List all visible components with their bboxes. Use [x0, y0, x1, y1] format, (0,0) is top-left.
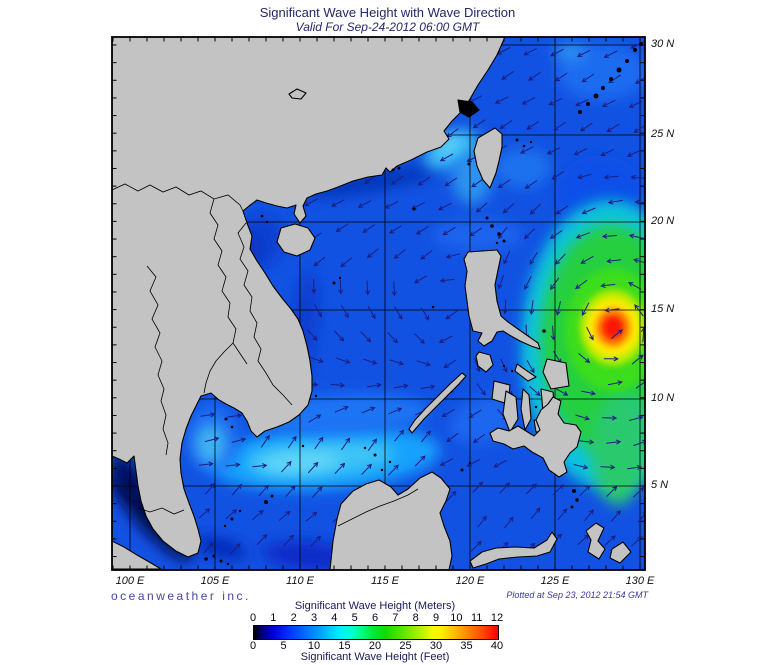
legend-meters-tick: 8: [412, 612, 419, 624]
legend-feet-tick: 40: [490, 640, 504, 652]
legend-title-feet: Significant Wave Height (Feet): [300, 651, 450, 663]
y-axis-label: 5 N: [651, 479, 669, 491]
legend-meters-tick: 4: [331, 612, 338, 624]
legend-meters-tick: 7: [392, 612, 399, 624]
land-layer: [112, 37, 643, 570]
legend-feet-tick: 0: [249, 640, 257, 652]
legend-meters-tick: 2: [290, 612, 297, 624]
chart-subtitle: Valid For Sep-24-2012 06:00 GMT: [295, 20, 480, 34]
x-axis-label: 100 E: [115, 575, 145, 587]
land-sumatra: [112, 540, 162, 570]
legend-feet-tick: 5: [280, 640, 287, 652]
y-axis-label: 10 N: [651, 392, 675, 404]
land-mindoro: [475, 351, 494, 373]
wave-direction-arrows: [114, 41, 645, 555]
x-axis-label: 105 E: [200, 575, 230, 587]
land-china-lake: [288, 88, 307, 100]
legend-meters-tick: 5: [351, 612, 358, 624]
typhoon-core: [602, 315, 624, 340]
legend-meters-tick: 3: [310, 612, 318, 624]
x-axis-label: 125 E: [540, 575, 570, 587]
legend-feet-tick: 10: [307, 640, 321, 652]
legend-meters-tick: 10: [450, 612, 463, 624]
land-hainan: [276, 223, 316, 257]
land-asia-mainland: [112, 37, 506, 558]
legend-meters-tick: 12: [490, 612, 504, 624]
map-frame: [111, 36, 646, 571]
plotted-timestamp: Plotted at Sep 23, 2012 21:54 GMT: [506, 590, 648, 600]
land-halmahera: [609, 541, 632, 564]
legend-meters-tick: 0: [249, 612, 257, 624]
land-luzon: [463, 249, 541, 350]
oceanweather-credit: oceanweather inc.: [111, 589, 251, 603]
y-axis-label: 20 N: [651, 215, 675, 227]
y-axis-label: 15 N: [651, 303, 675, 315]
legend-feet-tick: 15: [338, 640, 351, 652]
coastal-islets: [457, 99, 480, 118]
legend-feet-tick: 30: [429, 640, 443, 652]
land-borneo: [329, 471, 453, 570]
land-palawan: [408, 372, 467, 434]
y-axis-label: 30 N: [651, 38, 675, 50]
legend-title-meters: Significant Wave Height (Meters): [294, 600, 456, 612]
chart-title: Significant Wave Height with Wave Direct…: [259, 5, 516, 20]
land-sulawesi-hook: [585, 522, 606, 560]
land-taiwan: [473, 127, 503, 189]
land-sulawesi-arm: [469, 531, 558, 569]
legend-meters-tick: 9: [432, 612, 440, 624]
land-cebu: [520, 388, 532, 431]
land-mindanao: [489, 396, 582, 478]
legend-feet-tick: 35: [460, 640, 473, 652]
legend-meters-tick: 1: [270, 612, 277, 624]
x-axis-label: 110 E: [286, 575, 314, 587]
land-negros: [502, 390, 519, 433]
x-axis-label: 130 E: [625, 575, 655, 587]
legend-feet-tick: 25: [399, 640, 412, 652]
legend-meters-tick: 11: [470, 612, 483, 624]
typhoon-rings: [565, 268, 645, 392]
land-masbate: [514, 363, 537, 382]
country-borders: [112, 183, 419, 527]
y-axis-label: 25 N: [651, 128, 675, 140]
legend-feet-tick: 20: [368, 640, 382, 652]
x-axis-label: 115 E: [371, 575, 399, 587]
land-samar: [542, 358, 570, 390]
legend-meters-tick: 6: [371, 612, 379, 624]
legend-colorbar: [253, 625, 499, 640]
x-axis-label: 120 E: [455, 575, 485, 587]
